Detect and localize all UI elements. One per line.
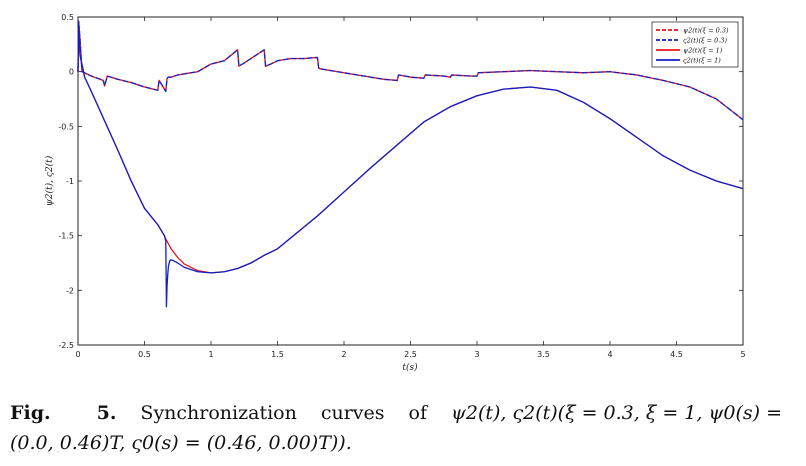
caption-word-synchronization: Synchronization bbox=[140, 402, 297, 424]
y-axis-label: ψ2(t), ς2(t) bbox=[44, 155, 55, 206]
figure-caption: Fig. 5. Synchronization curves of ψ2(t), … bbox=[10, 398, 782, 458]
y-tick-label: 0 bbox=[69, 68, 74, 77]
x-tick-label: 2 bbox=[341, 350, 346, 359]
caption-word-curves: curves bbox=[320, 402, 385, 424]
series-psi-xi-1 bbox=[77, 20, 744, 274]
legend-label-psi-0-3: ψ2(t)(ξ = 0.3) bbox=[683, 27, 729, 35]
x-tick-label: 1 bbox=[208, 350, 213, 359]
series-layer bbox=[77, 20, 744, 308]
caption-line-2: (0.0, 0.46)T, ς0(s) = (0.46, 0.00)T)). bbox=[10, 428, 782, 458]
x-tick-label: 0.5 bbox=[138, 350, 151, 359]
x-tick-label: 4 bbox=[607, 350, 612, 359]
caption-line-1: Fig. 5. Synchronization curves of ψ2(t), … bbox=[10, 398, 782, 428]
x-tick-label: 2.5 bbox=[404, 350, 417, 359]
y-tick-label: -1.5 bbox=[58, 232, 74, 241]
caption-figure-number: Fig. 5. bbox=[10, 402, 117, 424]
y-tick-label: 0.5 bbox=[61, 13, 74, 22]
y-tick-label: -2 bbox=[66, 286, 74, 295]
axis-ticks bbox=[77, 16, 744, 346]
y-tick-label: -2.5 bbox=[58, 341, 74, 350]
plot-area-frame bbox=[77, 16, 744, 346]
caption-math-2: (0.0, 0.46)T, ς0(s) = (0.46, 0.00)T)). bbox=[10, 432, 352, 454]
x-tick-label: 0 bbox=[75, 350, 80, 359]
x-tick-label: 4.5 bbox=[670, 350, 683, 359]
series-sigma-xi-1 bbox=[77, 20, 744, 308]
x-tick-label: 3 bbox=[474, 350, 479, 359]
series-sigma-xi-0-3 bbox=[77, 20, 744, 121]
watermark: · · · · · · bbox=[8, 445, 61, 459]
legend: ψ2(t)(ξ = 0.3) ς2(t)(ξ = 0.3) ψ2(t)(ξ = … bbox=[651, 21, 739, 68]
x-tick-label: 5 bbox=[740, 350, 745, 359]
series-psi-xi-0-3 bbox=[77, 20, 744, 121]
axis-tick-labels: 0 0.5 1 1.5 2 2.5 3 3.5 4 4.5 5 0.5 0 -0.5 -1 -1.5 -2 -2.… bbox=[58, 13, 745, 359]
x-axis-label: t(s) bbox=[402, 362, 418, 373]
x-tick-label: 1.5 bbox=[271, 350, 284, 359]
legend-label-sigma-0-3: ς2(t)(ξ = 0.3) bbox=[683, 37, 727, 45]
caption-word-of: of bbox=[408, 402, 427, 424]
synchronization-chart: 0 0.5 1 1.5 2 2.5 3 3.5 4 4.5 5 0.5 0 -0.5 -1 -1.5 -2 -2.… bbox=[44, 13, 746, 373]
y-tick-label: -1 bbox=[66, 177, 74, 186]
caption-math-1: ψ2(t), ς2(t)(ξ = 0.3, ξ = 1, ψ0(s) = bbox=[450, 402, 782, 424]
legend-label-psi-1: ψ2(t)(ξ = 1) bbox=[683, 47, 723, 55]
y-tick-label: -0.5 bbox=[58, 122, 74, 131]
legend-label-sigma-1: ς2(t)(ξ = 1) bbox=[683, 57, 721, 65]
x-tick-label: 3.5 bbox=[537, 350, 550, 359]
